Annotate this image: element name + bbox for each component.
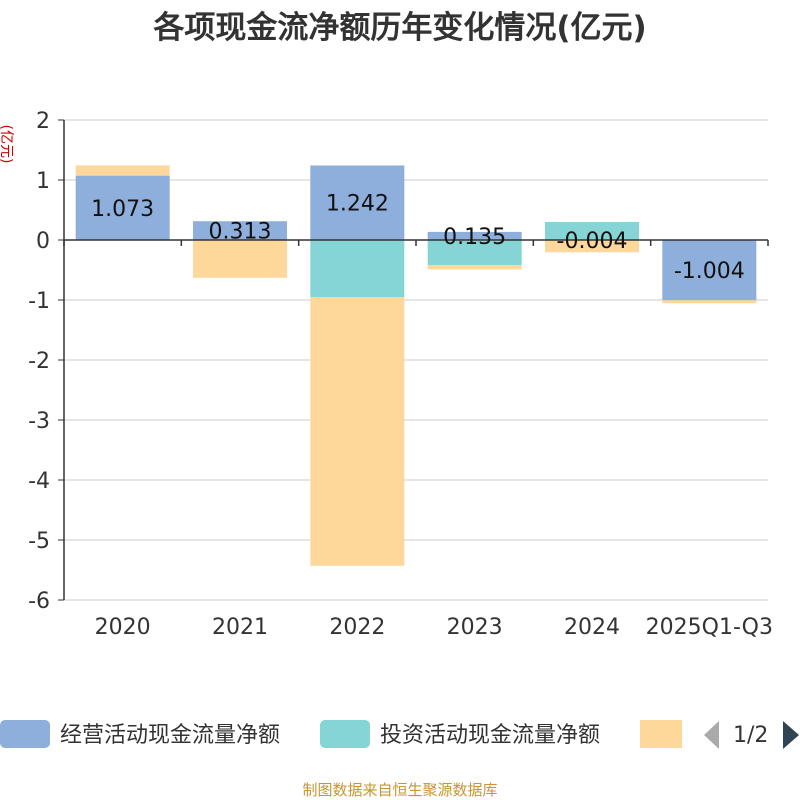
bar-series-0-2023[interactable]	[427, 231, 522, 240]
y-tick-label: -1	[28, 289, 50, 314]
bar-series-0-2025Q1-Q3[interactable]	[662, 240, 757, 301]
y-tick-label: 2	[36, 109, 50, 134]
legend: 经营活动现金流量净额 投资活动现金流量净额 1/2	[0, 720, 799, 749]
legend-swatch-financing[interactable]	[640, 720, 682, 748]
legend-swatch-operating[interactable]	[0, 720, 50, 748]
x-tick-label: 2023	[447, 615, 503, 640]
y-axis-unit: (亿元)	[0, 125, 14, 164]
legend-label-investing[interactable]: 投资活动现金流量净额	[380, 723, 600, 748]
bar-series-0-2021[interactable]	[193, 221, 287, 240]
y-tick-label: -6	[28, 589, 50, 614]
x-tick-label: 2022	[329, 615, 385, 640]
bar-series-1-2022[interactable]	[310, 240, 405, 297]
data-label: 0.313	[209, 220, 272, 245]
bar-series-2-2024[interactable]	[545, 240, 639, 253]
y-tick-label: -2	[28, 349, 50, 374]
data-label: -0.004	[557, 229, 628, 254]
axes: 2 1 0 -1 -2 -3 -4 -5 -6 2020 2021 2022 2023 2024 2025Q…	[28, 109, 773, 640]
y-tick-label: 0	[36, 229, 50, 254]
bar-series-2-2025Q1-Q3[interactable]	[662, 300, 757, 304]
y-tick-label: 1	[36, 169, 50, 194]
data-label: 1.073	[91, 197, 154, 222]
bar-series-1-2024[interactable]	[545, 222, 639, 240]
triangle-right-icon[interactable]	[783, 721, 799, 749]
legend-swatch-investing[interactable]	[320, 720, 370, 748]
x-tick-label: 2020	[95, 615, 151, 640]
bar-series-2-2021[interactable]	[193, 240, 287, 278]
legend-page-indicator: 1/2	[733, 723, 768, 748]
source-note: 制图数据来自恒生聚源数据库	[302, 781, 497, 799]
data-label: 0.135	[443, 225, 506, 250]
bar-series-2-2023[interactable]	[427, 265, 522, 270]
data-label: -1.004	[674, 259, 745, 284]
triangle-left-icon[interactable]	[704, 721, 719, 749]
bar-series-2-2020[interactable]	[75, 165, 170, 176]
x-tick-label: 2021	[212, 615, 268, 640]
y-tick-label: -3	[28, 409, 50, 434]
bar-series-1-2023[interactable]	[427, 240, 522, 266]
y-tick-label: -4	[28, 469, 50, 494]
x-tick-label: 2024	[564, 615, 620, 640]
legend-label-operating[interactable]: 经营活动现金流量净额	[60, 723, 280, 748]
chart-title: 各项现金流净额历年变化情况(亿元)	[152, 10, 646, 46]
data-labels: 1.073 0.313 1.242 0.135 -0.004 -1.004	[91, 192, 745, 284]
bar-series-0-2020[interactable]	[75, 175, 170, 240]
x-tick-label: 2025Q1-Q3	[646, 615, 773, 640]
y-tick-label: -5	[28, 529, 50, 554]
bar-series-2-2022[interactable]	[310, 297, 405, 566]
data-label: 1.242	[326, 192, 389, 217]
bars	[75, 165, 757, 566]
bar-series-0-2022[interactable]	[310, 165, 405, 240]
